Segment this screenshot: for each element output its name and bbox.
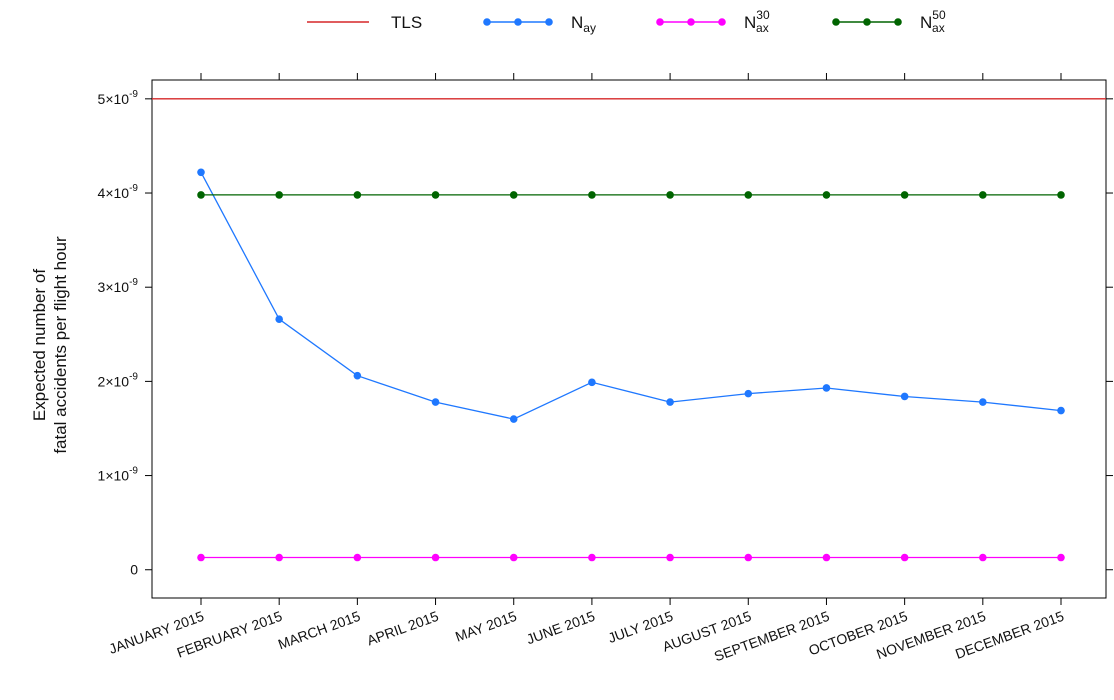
legend-marker-n-ax-30 [718,18,726,26]
legend-marker-n-ax-50 [863,18,871,26]
data-point-n-ax-50 [432,191,440,199]
legend-label-n-ax-30: N30 ax [744,8,770,35]
data-point-n-ax-30 [1057,554,1065,562]
y-tick-label: 1×10-9 [98,466,139,484]
data-point-n-ax-50 [510,191,518,199]
y-tick-label: 5×10-9 [98,89,139,107]
legend-marker-n-ay [545,18,553,26]
y-axis: 0 1×10-9 2×10-9 3×10-9 4×10-9 5×10-9 [98,89,1113,578]
data-point-n-ax-50 [666,191,674,199]
data-point-n-ax-30 [744,554,752,562]
y-axis-title-line-1: Expected number of [30,269,49,421]
data-point-n-ax-30 [979,554,987,562]
data-point-n-ax-30 [666,554,674,562]
data-point-n-ay [901,393,909,401]
legend-label-tls: TLS [391,13,422,32]
x-tick-label: MARCH 2015 [276,608,363,653]
data-point-n-ax-30 [197,554,205,562]
data-point-n-ay [354,372,362,380]
y-tick-label: 3×10-9 [98,277,139,295]
data-point-n-ay [197,168,205,176]
data-point-n-ay [979,398,987,406]
series-line-n-ay [201,172,1061,419]
data-point-n-ay [588,379,596,387]
data-point-n-ay [666,398,674,406]
data-point-n-ax-30 [588,554,596,562]
x-tick-label: MAY 2015 [453,608,519,645]
y-tick-label: 4×10-9 [98,183,139,201]
data-point-n-ax-30 [901,554,909,562]
plot-border [152,80,1106,598]
data-point-n-ax-50 [1057,191,1065,199]
legend-marker-n-ax-50 [894,18,902,26]
data-point-n-ax-50 [275,191,283,199]
legend-marker-n-ax-50 [832,18,840,26]
data-point-n-ay [432,398,440,406]
legend-marker-n-ax-30 [656,18,664,26]
data-point-n-ay [823,384,831,392]
data-point-n-ax-30 [354,554,362,562]
y-axis-title-line-2: fatal accidents per flight hour [51,236,70,454]
data-point-n-ay [1057,407,1065,415]
legend-marker-n-ay [483,18,491,26]
data-point-n-ax-50 [901,191,909,199]
data-point-n-ax-50 [354,191,362,199]
data-point-n-ax-30 [432,554,440,562]
data-point-n-ax-30 [823,554,831,562]
data-point-n-ay [275,315,283,323]
plot-area [152,80,1106,598]
legend: TLS Nay N30 ax N50 ax [307,8,946,35]
data-point-n-ax-50 [823,191,831,199]
x-tick-label: JUNE 2015 [524,608,597,648]
x-tick-label: APRIL 2015 [365,608,441,649]
data-point-n-ax-30 [275,554,283,562]
data-point-n-ax-50 [588,191,596,199]
data-point-n-ax-50 [979,191,987,199]
legend-marker-n-ax-30 [687,18,695,26]
data-point-n-ax-50 [744,191,752,199]
data-point-n-ay [510,415,518,423]
legend-label-n-ax-50: N50 ax [920,8,946,35]
y-tick-label: 2×10-9 [98,371,139,389]
series-layer [152,99,1106,561]
legend-label-n-ay: Nay [571,13,596,35]
y-tick-label: 0 [130,562,138,578]
data-point-n-ax-50 [197,191,205,199]
data-point-n-ay [744,390,752,398]
data-point-n-ax-30 [510,554,518,562]
legend-marker-n-ay [514,18,522,26]
